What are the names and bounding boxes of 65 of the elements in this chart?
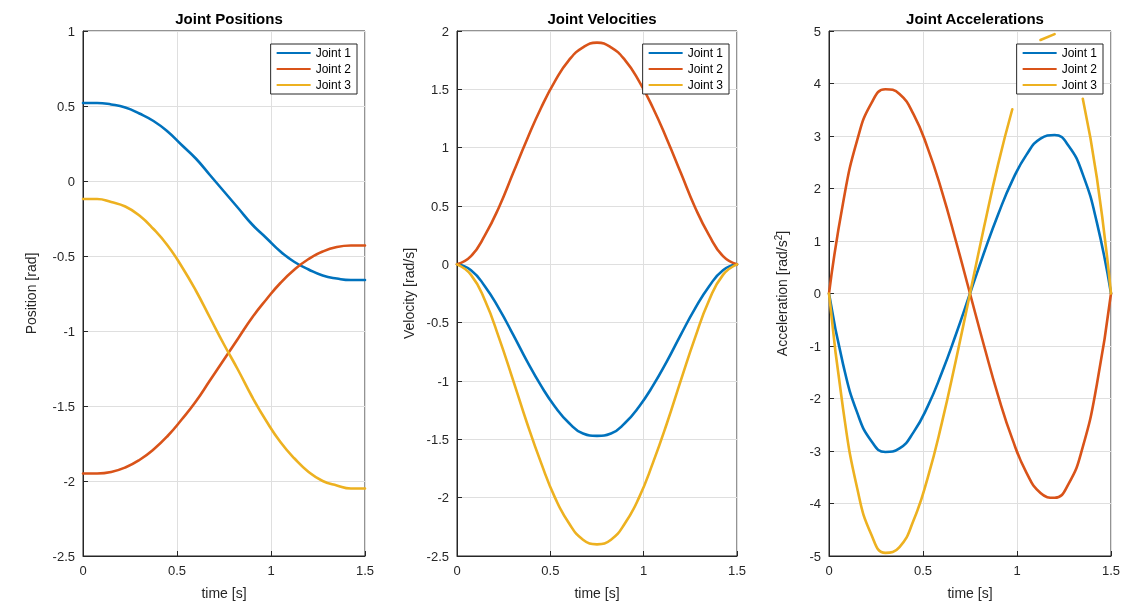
y-tick-label: 0 bbox=[67, 173, 75, 189]
x-tick-label: 1 bbox=[267, 563, 275, 578]
x-tick-label: 1 bbox=[640, 563, 648, 578]
y-tick-label: 0 bbox=[441, 256, 449, 272]
line-series bbox=[827, 87, 1113, 500]
y-tick-label: -2.5 bbox=[52, 548, 75, 564]
y-tick-label: -1.5 bbox=[426, 431, 449, 447]
x-tick-label: 0.5 bbox=[167, 563, 187, 578]
y-tick-label: 1 bbox=[441, 140, 449, 156]
x-tick-label: 1.5 bbox=[1101, 563, 1121, 578]
y-tick-label: 1.5 bbox=[430, 81, 449, 97]
chart-title: Joint Velocities bbox=[547, 10, 657, 27]
x-tick-label: 0.5 bbox=[913, 563, 933, 578]
line-series bbox=[81, 101, 367, 282]
x-axis-title: time [s] bbox=[947, 585, 993, 601]
legend-label: Joint 2 bbox=[687, 62, 724, 76]
y-tick-label: 0.5 bbox=[430, 198, 449, 214]
y-tick-label: 1 bbox=[67, 23, 75, 39]
y-tick-label: -5 bbox=[809, 548, 821, 564]
line-series bbox=[81, 197, 367, 490]
x-tick-label: 0 bbox=[79, 563, 87, 578]
legend-label: Joint 2 bbox=[1061, 62, 1098, 76]
y-tick-label: -3 bbox=[809, 443, 821, 459]
chart-title: Joint Accelerations bbox=[906, 10, 1044, 27]
y-tick-label: -1 bbox=[63, 323, 75, 339]
y-axis-title: Position [rad] bbox=[23, 252, 39, 335]
y-tick-label: -2.5 bbox=[426, 548, 449, 564]
y-tick-label: -4 bbox=[809, 496, 821, 511]
x-tick-label: 0.5 bbox=[541, 563, 560, 578]
y-tick-label: 2 bbox=[441, 23, 449, 39]
y-tick-label: -1 bbox=[809, 338, 821, 354]
x-tick-label: 1 bbox=[1013, 563, 1021, 578]
y-tick-label: 5 bbox=[813, 23, 821, 39]
y-tick-label: -2 bbox=[63, 473, 75, 489]
x-axis-title: time [s] bbox=[574, 585, 620, 601]
x-tick-label: 1.5 bbox=[727, 563, 747, 578]
y-tick-label: 4 bbox=[813, 76, 821, 91]
y-tick-label: -2 bbox=[809, 391, 821, 406]
x-tick-label: 0 bbox=[825, 563, 833, 578]
y-tick-label: -0.5 bbox=[426, 315, 449, 331]
y-tick-label: -1 bbox=[437, 373, 449, 389]
y-tick-label: -1.5 bbox=[52, 398, 75, 414]
y-tick-label: -0.5 bbox=[52, 248, 75, 264]
y-axis-title: Velocity [rad/s] bbox=[400, 247, 417, 340]
legend-label: Joint 3 bbox=[315, 78, 352, 92]
line-series bbox=[455, 41, 739, 266]
legend-label: Joint 1 bbox=[315, 46, 352, 60]
y-tick-label: 3 bbox=[813, 128, 821, 144]
line-series bbox=[455, 263, 739, 546]
y-tick-label: 0 bbox=[813, 286, 821, 301]
y-tick-label: 0.5 bbox=[56, 98, 75, 114]
y-axis-title: Acceleration [rad/s2] bbox=[772, 230, 790, 357]
y-tick-label: -2 bbox=[437, 490, 449, 506]
line-series bbox=[81, 244, 367, 475]
y-tick-label: 2 bbox=[813, 181, 821, 196]
legend-label: Joint 2 bbox=[315, 62, 352, 76]
legend-label: Joint 1 bbox=[1061, 46, 1098, 60]
x-axis-title: time [s] bbox=[201, 585, 247, 601]
y-tick-label: 1 bbox=[813, 233, 821, 249]
legend-label: Joint 3 bbox=[687, 78, 724, 92]
legend-label: Joint 3 bbox=[1061, 78, 1098, 92]
legend-label: Joint 1 bbox=[687, 46, 724, 60]
x-tick-label: 0 bbox=[453, 563, 461, 578]
chart-title: Joint Positions bbox=[175, 10, 283, 27]
x-tick-label: 1.5 bbox=[355, 563, 375, 578]
